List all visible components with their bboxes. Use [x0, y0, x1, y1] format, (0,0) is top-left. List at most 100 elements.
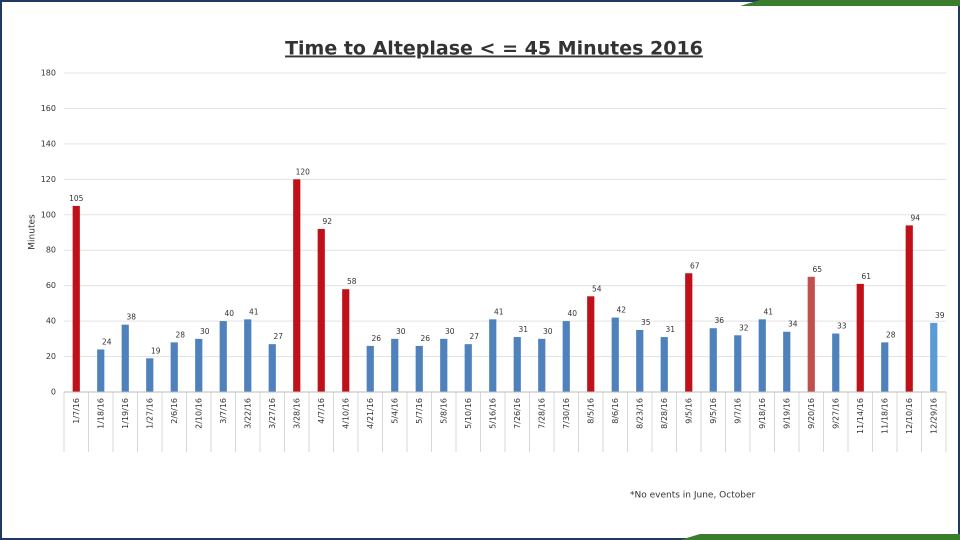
x-tick-label: 2/6/16 — [170, 398, 179, 424]
value-label: 92 — [322, 217, 332, 226]
x-tick-label: 9/7/16 — [733, 398, 742, 424]
bar — [244, 319, 252, 392]
value-label: 105 — [69, 194, 84, 203]
value-label: 30 — [543, 327, 553, 336]
value-label: 24 — [102, 337, 112, 346]
x-tick-label: 4/10/16 — [341, 398, 350, 429]
value-label: 65 — [812, 265, 822, 274]
bar — [415, 345, 423, 392]
chart-title: Time to Alteplase < = 45 Minutes 2016 — [285, 38, 703, 60]
bar — [562, 321, 570, 392]
x-tick-label: 3/7/16 — [219, 398, 228, 424]
bar — [464, 344, 472, 392]
bar — [758, 319, 766, 392]
bar — [219, 321, 227, 392]
value-label: 39 — [935, 311, 945, 320]
value-label: 61 — [861, 272, 871, 281]
value-label: 28 — [886, 330, 896, 339]
value-label: 34 — [788, 320, 798, 329]
value-label: 40 — [224, 309, 234, 318]
x-tick-label: 8/6/16 — [611, 398, 620, 424]
x-tick-label: 8/23/16 — [635, 398, 644, 429]
bar — [195, 338, 203, 392]
x-tick-label: 5/4/16 — [390, 398, 399, 424]
bar — [636, 329, 644, 392]
value-label: 26 — [420, 334, 430, 343]
y-tick-label: 0 — [51, 388, 56, 397]
x-tick-label: 12/29/16 — [929, 398, 938, 434]
bar — [660, 337, 668, 392]
bar — [856, 283, 864, 392]
x-tick-label: 5/8/16 — [439, 398, 448, 424]
x-tick-label: 2/10/16 — [194, 398, 203, 429]
x-tick-label: 7/28/16 — [537, 398, 546, 429]
x-tick-label: 4/21/16 — [366, 398, 375, 429]
value-label: 27 — [469, 332, 479, 341]
bar — [293, 179, 301, 392]
value-label: 54 — [592, 284, 602, 293]
corner-accent — [680, 534, 960, 540]
x-tick-label: 5/7/16 — [415, 398, 424, 424]
value-label: 42 — [616, 306, 626, 315]
x-tick-label: 1/27/16 — [145, 398, 154, 429]
value-label: 31 — [518, 325, 528, 334]
x-tick-label: 3/28/16 — [292, 398, 301, 429]
value-label: 38 — [126, 313, 136, 322]
x-tick-label: 9/20/16 — [807, 398, 816, 429]
bar — [489, 319, 497, 392]
x-tick-label: 7/26/16 — [513, 398, 522, 429]
bar — [72, 205, 80, 392]
y-tick-label: 140 — [41, 139, 56, 148]
y-tick-label: 20 — [46, 352, 56, 361]
value-label: 30 — [396, 327, 406, 336]
bar — [685, 273, 693, 392]
bar — [268, 344, 276, 392]
x-tick-label: 9/19/16 — [782, 398, 791, 429]
bar — [342, 289, 350, 392]
x-tick-label: 1/19/16 — [121, 398, 130, 429]
value-label: 30 — [445, 327, 455, 336]
annotation: *No events in June, October — [630, 491, 755, 501]
x-tick-label: 5/10/16 — [464, 398, 473, 429]
value-label: 27 — [273, 332, 283, 341]
bar — [440, 338, 448, 392]
bar — [121, 324, 129, 392]
x-tick-label: 1/7/16 — [72, 398, 81, 424]
value-label: 19 — [151, 346, 161, 355]
y-tick-label: 80 — [46, 246, 56, 255]
value-label: 41 — [763, 307, 773, 316]
bar — [807, 276, 815, 392]
value-label: 28 — [175, 330, 185, 339]
x-tick-label: 9/27/16 — [831, 398, 840, 429]
value-label: 31 — [665, 325, 675, 334]
x-tick-label: 11/14/16 — [856, 398, 865, 434]
value-label: 36 — [714, 316, 724, 325]
x-tick-label: 7/30/16 — [562, 398, 571, 429]
bar — [734, 335, 742, 392]
x-tick-label: 9/5/16 — [684, 398, 693, 424]
bar — [391, 338, 399, 392]
value-label: 40 — [567, 309, 577, 318]
corner-accent — [740, 0, 960, 6]
x-tick-label: 8/28/16 — [660, 398, 669, 429]
value-label: 33 — [837, 322, 847, 331]
value-label: 41 — [494, 307, 504, 316]
x-tick-label: 8/5/16 — [586, 398, 595, 424]
value-label: 120 — [296, 167, 311, 176]
bar — [709, 328, 717, 392]
bar — [611, 317, 619, 392]
x-tick-label: 3/22/16 — [243, 398, 252, 429]
x-tick-label: 5/16/16 — [488, 398, 497, 429]
value-label: 94 — [910, 213, 920, 222]
x-tick-label: 3/27/16 — [268, 398, 277, 429]
value-label: 41 — [249, 307, 259, 316]
x-tick-label: 9/18/16 — [758, 398, 767, 429]
bar — [930, 322, 938, 392]
bar — [170, 342, 178, 392]
y-tick-label: 60 — [46, 281, 56, 290]
bar — [881, 342, 889, 392]
value-label: 58 — [347, 277, 357, 286]
x-tick-label: 12/10/16 — [905, 398, 914, 434]
